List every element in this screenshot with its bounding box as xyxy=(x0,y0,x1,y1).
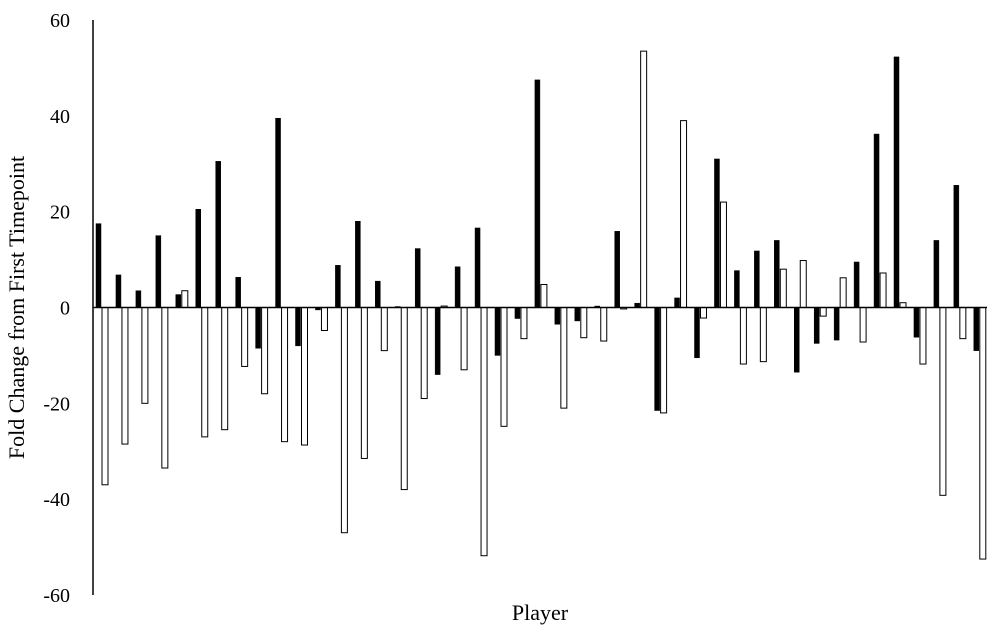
y-tick-label: -20 xyxy=(43,393,70,415)
y-tick-label: 0 xyxy=(60,298,70,320)
bar-dark xyxy=(534,79,541,308)
bar-dark xyxy=(95,223,102,308)
bar-dark xyxy=(474,227,481,308)
bar-dark xyxy=(155,235,162,308)
bar-light xyxy=(660,307,668,414)
bar-dark xyxy=(873,133,880,308)
bar-light xyxy=(739,307,747,365)
bar-light xyxy=(560,307,568,409)
bar-dark xyxy=(275,117,281,308)
bar-light xyxy=(221,307,229,431)
y-tick-label: -40 xyxy=(43,489,70,511)
bar-dark xyxy=(355,221,361,308)
bar-dark xyxy=(115,274,122,308)
bar-dark xyxy=(335,265,341,308)
bar-light xyxy=(281,307,289,443)
bar-light xyxy=(779,268,787,309)
bar-light xyxy=(261,307,269,395)
bar-dark xyxy=(135,290,142,308)
bar-light xyxy=(380,307,388,352)
bar-dark xyxy=(255,307,261,349)
bar-light xyxy=(340,307,348,534)
bar-dark xyxy=(913,307,920,338)
bar-light xyxy=(859,307,867,343)
y-tick-label: -60 xyxy=(43,585,70,607)
bar-light xyxy=(879,272,887,308)
bar-dark xyxy=(774,240,780,308)
bar-dark xyxy=(494,307,501,356)
bar-light xyxy=(540,284,548,308)
bar-light xyxy=(460,307,468,371)
bar-light xyxy=(500,307,508,427)
bar-light xyxy=(939,307,947,496)
bar-light xyxy=(121,307,129,445)
bar-dark xyxy=(933,240,940,308)
bar-dark xyxy=(734,270,740,308)
bar-dark xyxy=(654,307,660,411)
bar-light xyxy=(420,307,428,400)
bar-dark xyxy=(554,307,561,325)
bar-light xyxy=(241,307,249,367)
y-axis-title: Fold Change from First Timepoint xyxy=(4,156,29,459)
bar-dark xyxy=(813,307,820,344)
bars-layer xyxy=(95,50,987,560)
x-axis-title: Player xyxy=(512,600,569,625)
bar-dark xyxy=(694,307,700,359)
bar-light xyxy=(799,260,807,309)
bar-dark xyxy=(175,294,182,308)
bar-dark xyxy=(514,307,521,319)
bar-light xyxy=(400,307,408,491)
bar-light xyxy=(640,50,648,309)
bar-light xyxy=(959,307,967,340)
bar-light xyxy=(181,290,189,309)
bar-light xyxy=(480,307,488,557)
y-tick-label: 20 xyxy=(50,202,70,224)
bar-light xyxy=(320,307,328,331)
bar-dark xyxy=(195,209,201,308)
bar-dark xyxy=(714,158,720,308)
bar-dark xyxy=(953,185,960,308)
bar-light xyxy=(919,307,927,365)
y-tick-label: 60 xyxy=(50,10,70,32)
bar-light xyxy=(520,307,528,340)
bar-dark xyxy=(754,250,760,308)
bar-dark xyxy=(833,307,840,341)
bar-dark xyxy=(375,280,381,308)
bar-dark xyxy=(215,161,221,308)
bar-dark xyxy=(414,248,421,308)
bar-light xyxy=(759,307,767,363)
bar-light xyxy=(141,307,149,404)
bar-light xyxy=(979,307,987,560)
bar-dark xyxy=(434,307,441,375)
bar-light xyxy=(719,201,727,308)
bar-dark xyxy=(295,307,301,347)
bar-dark xyxy=(574,307,581,322)
bar-light xyxy=(700,307,707,319)
bar-light xyxy=(580,307,588,339)
bar-light xyxy=(301,307,308,446)
bar-light xyxy=(680,120,688,309)
bar-light xyxy=(819,307,827,317)
bar-light xyxy=(101,307,109,486)
bar-dark xyxy=(973,307,980,351)
bar-dark xyxy=(853,261,860,308)
bar-light xyxy=(360,307,368,459)
y-tick-labels: -60 -40 -20 0 20 40 60 xyxy=(43,10,70,607)
bar-dark xyxy=(235,277,241,308)
bar-dark xyxy=(614,231,620,308)
bar-dark xyxy=(674,297,680,308)
bar-dark xyxy=(794,307,800,373)
bar-dark xyxy=(454,266,461,308)
bar-light xyxy=(839,277,847,309)
y-tick-label: 40 xyxy=(50,106,70,128)
bar-light xyxy=(201,307,209,438)
bar-light xyxy=(161,307,169,469)
bar-light xyxy=(600,307,608,342)
bar-dark xyxy=(893,56,900,308)
